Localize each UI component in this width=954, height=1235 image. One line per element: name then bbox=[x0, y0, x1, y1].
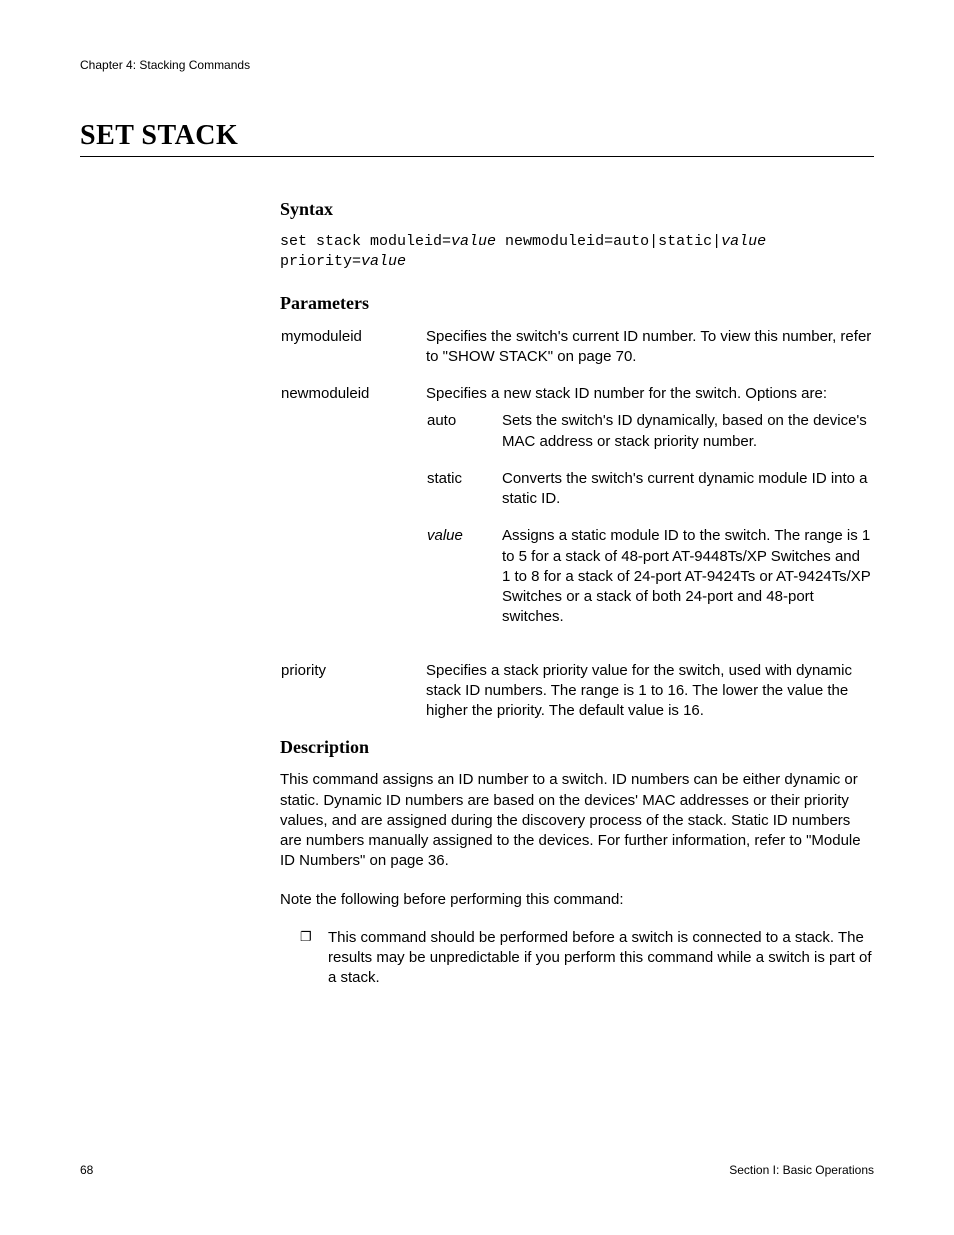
option-desc: Assigns a static module ID to the switch… bbox=[501, 525, 873, 643]
option-row: static Converts the switch's current dyn… bbox=[426, 468, 873, 526]
syntax-value: value bbox=[451, 233, 496, 250]
description-paragraph: Note the following before performing thi… bbox=[280, 890, 874, 910]
option-name: auto bbox=[426, 410, 501, 468]
page-number: 68 bbox=[80, 1163, 93, 1177]
syntax-code: set stack moduleid=value newmoduleid=aut… bbox=[280, 232, 874, 273]
param-name: priority bbox=[280, 660, 425, 738]
param-row: priority Specifies a stack priority valu… bbox=[280, 660, 874, 738]
page: Chapter 4: Stacking Commands SET STACK S… bbox=[0, 0, 954, 1235]
parameters-heading: Parameters bbox=[280, 293, 874, 314]
syntax-value: value bbox=[361, 253, 406, 270]
param-name: newmoduleid bbox=[280, 383, 425, 660]
section-label: Section I: Basic Operations bbox=[729, 1163, 874, 1177]
page-footer: 68 Section I: Basic Operations bbox=[80, 1163, 874, 1177]
option-desc: Sets the switch's ID dynamically, based … bbox=[501, 410, 873, 468]
param-name: mymoduleid bbox=[280, 326, 425, 384]
option-row: value Assigns a static module ID to the … bbox=[426, 525, 873, 643]
option-desc: Converts the switch's current dynamic mo… bbox=[501, 468, 873, 526]
option-name: static bbox=[426, 468, 501, 526]
chapter-header: Chapter 4: Stacking Commands bbox=[80, 58, 874, 72]
syntax-text: priority= bbox=[280, 253, 361, 270]
parameters-table: mymoduleid Specifies the switch's curren… bbox=[280, 326, 874, 738]
param-desc-cell: Specifies a new stack ID number for the … bbox=[425, 383, 874, 660]
syntax-value: value bbox=[721, 233, 766, 250]
content-body: Syntax set stack moduleid=value newmodul… bbox=[280, 199, 874, 989]
param-desc: Specifies the switch's current ID number… bbox=[425, 326, 874, 384]
syntax-text: newmoduleid=auto|static| bbox=[496, 233, 721, 250]
param-row: newmoduleid Specifies a new stack ID num… bbox=[280, 383, 874, 660]
options-table: auto Sets the switch's ID dynamically, b… bbox=[426, 410, 873, 643]
description-heading: Description bbox=[280, 737, 874, 758]
param-desc: Specifies a new stack ID number for the … bbox=[426, 384, 873, 404]
syntax-text: set stack moduleid= bbox=[280, 233, 451, 250]
page-title: SET STACK bbox=[80, 120, 874, 157]
option-row: auto Sets the switch's ID dynamically, b… bbox=[426, 410, 873, 468]
bullet-text: This command should be performed before … bbox=[328, 928, 874, 989]
bullet-item: ❐ This command should be performed befor… bbox=[300, 928, 874, 989]
param-desc: Specifies a stack priority value for the… bbox=[425, 660, 874, 738]
option-name: value bbox=[426, 525, 501, 643]
bullet-icon: ❐ bbox=[300, 928, 328, 989]
param-row: mymoduleid Specifies the switch's curren… bbox=[280, 326, 874, 384]
syntax-heading: Syntax bbox=[280, 199, 874, 220]
description-paragraph: This command assigns an ID number to a s… bbox=[280, 770, 874, 871]
